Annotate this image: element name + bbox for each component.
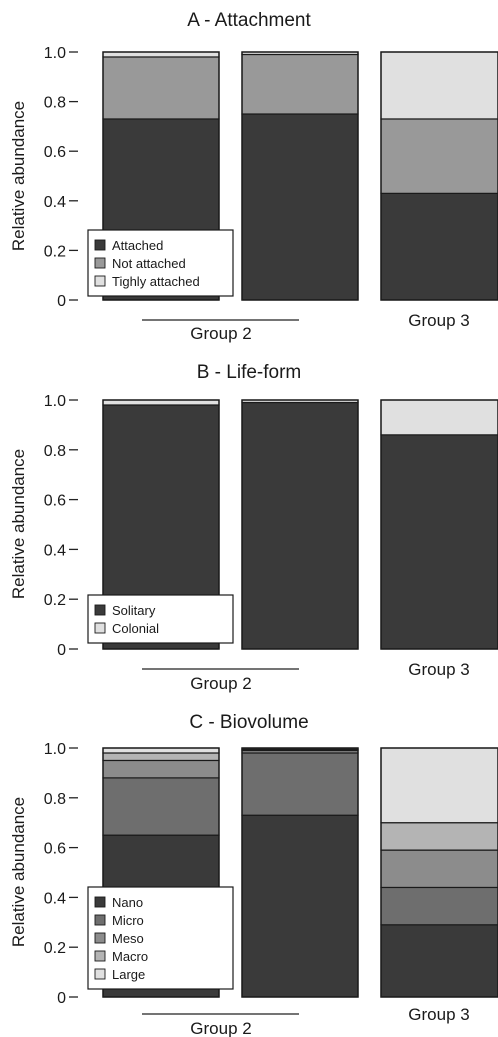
bar-outline <box>380 747 498 998</box>
y-tick-label: 0.2 <box>44 592 66 609</box>
group-label: Group 3 <box>408 1005 469 1024</box>
y-tick-label: 0.8 <box>44 791 66 808</box>
y-tick-label: 0.2 <box>44 243 66 260</box>
bar-segment-macro <box>102 752 220 762</box>
legend-swatch <box>94 950 106 962</box>
bar-segment-not-attached <box>241 53 359 115</box>
bar-segment-not-attached <box>380 118 498 194</box>
y-tick-label: 0.4 <box>44 890 66 907</box>
legend-label: Solitary <box>112 603 156 618</box>
y-tick-label: 1.0 <box>44 393 66 410</box>
legend-swatch <box>94 896 106 908</box>
bar-outline <box>241 747 359 998</box>
bar-segment-large <box>102 747 220 754</box>
bar-segment-not-attached <box>102 56 220 120</box>
legend-label: Macro <box>112 949 148 964</box>
chart-title: B - Life-form <box>197 362 302 383</box>
bar-segment-nano <box>241 814 359 998</box>
bar-outline <box>241 399 359 650</box>
legend-swatch <box>94 257 106 269</box>
legend-swatch <box>94 968 106 980</box>
bar-segment-large <box>380 747 498 824</box>
group-label: Group 3 <box>408 311 469 330</box>
bar-segment-attached <box>241 113 359 301</box>
legend-label: Meso <box>112 931 144 946</box>
legend-swatch <box>94 239 106 251</box>
y-tick-label: 0.2 <box>44 940 66 957</box>
y-tick-label: 0.6 <box>44 493 66 510</box>
legend-label: Not attached <box>112 256 186 271</box>
legend-box <box>87 594 234 644</box>
y-axis-label: Relative abundance <box>9 797 28 947</box>
group-label: Group 3 <box>408 660 469 679</box>
bar-segment-micro <box>241 752 359 816</box>
bar-outline <box>102 399 220 650</box>
group-label: Group 2 <box>190 1019 251 1037</box>
y-tick-label: 1.0 <box>44 741 66 758</box>
y-tick-label: 0.8 <box>44 443 66 460</box>
bar-outline <box>102 51 220 301</box>
chart-title: C - Biovolume <box>189 712 308 733</box>
bar-segment-macro <box>380 822 498 851</box>
legend-box <box>87 229 234 297</box>
legend-swatch <box>94 914 106 926</box>
bar-outline <box>241 51 359 301</box>
y-tick-label: 0.6 <box>44 144 66 161</box>
legend-label: Attached <box>112 238 163 253</box>
bar-segment-tighly-attached <box>102 51 220 58</box>
bar-segment-solitary <box>241 401 359 650</box>
legend-swatch <box>94 622 106 634</box>
bar-outline <box>380 51 498 301</box>
y-tick-label: 1.0 <box>44 45 66 62</box>
legend-swatch <box>94 932 106 944</box>
y-tick-label: 0.4 <box>44 542 66 559</box>
bar-segment-solitary <box>380 434 498 650</box>
bar-outline <box>102 747 220 998</box>
bar-segment-colonial <box>380 399 498 436</box>
bar-segment-meso <box>102 759 220 779</box>
legend-label: Tighly attached <box>112 274 200 289</box>
group-label: Group 2 <box>190 324 251 343</box>
bar-outline <box>380 399 498 650</box>
legend-label: Colonial <box>112 621 159 636</box>
chart-title: A - Attachment <box>187 10 311 31</box>
y-tick-label: 0.6 <box>44 841 66 858</box>
legend-swatch <box>94 275 106 287</box>
y-tick-label: 0.8 <box>44 95 66 112</box>
y-axis-label: Relative abundance <box>9 449 28 599</box>
legend-label: Nano <box>112 895 143 910</box>
bar-segment-meso <box>380 849 498 889</box>
legend-box <box>87 886 234 990</box>
bar-segment-colonial <box>102 399 220 406</box>
legend-label: Micro <box>112 913 144 928</box>
y-axis-label: Relative abundance <box>9 101 28 251</box>
y-tick-label: 0 <box>57 990 66 1007</box>
legend-swatch <box>94 604 106 616</box>
y-tick-label: 0 <box>57 293 66 310</box>
bar-segment-tighly-attached <box>380 51 498 120</box>
group-label: Group 2 <box>190 674 251 693</box>
bar-segment-nano <box>380 924 498 998</box>
legend-label: Large <box>112 967 145 982</box>
y-tick-label: 0 <box>57 642 66 659</box>
y-tick-label: 0.4 <box>44 194 66 211</box>
bar-segment-attached <box>380 192 498 301</box>
bar-segment-micro <box>380 886 498 926</box>
bar-segment-micro <box>102 777 220 836</box>
